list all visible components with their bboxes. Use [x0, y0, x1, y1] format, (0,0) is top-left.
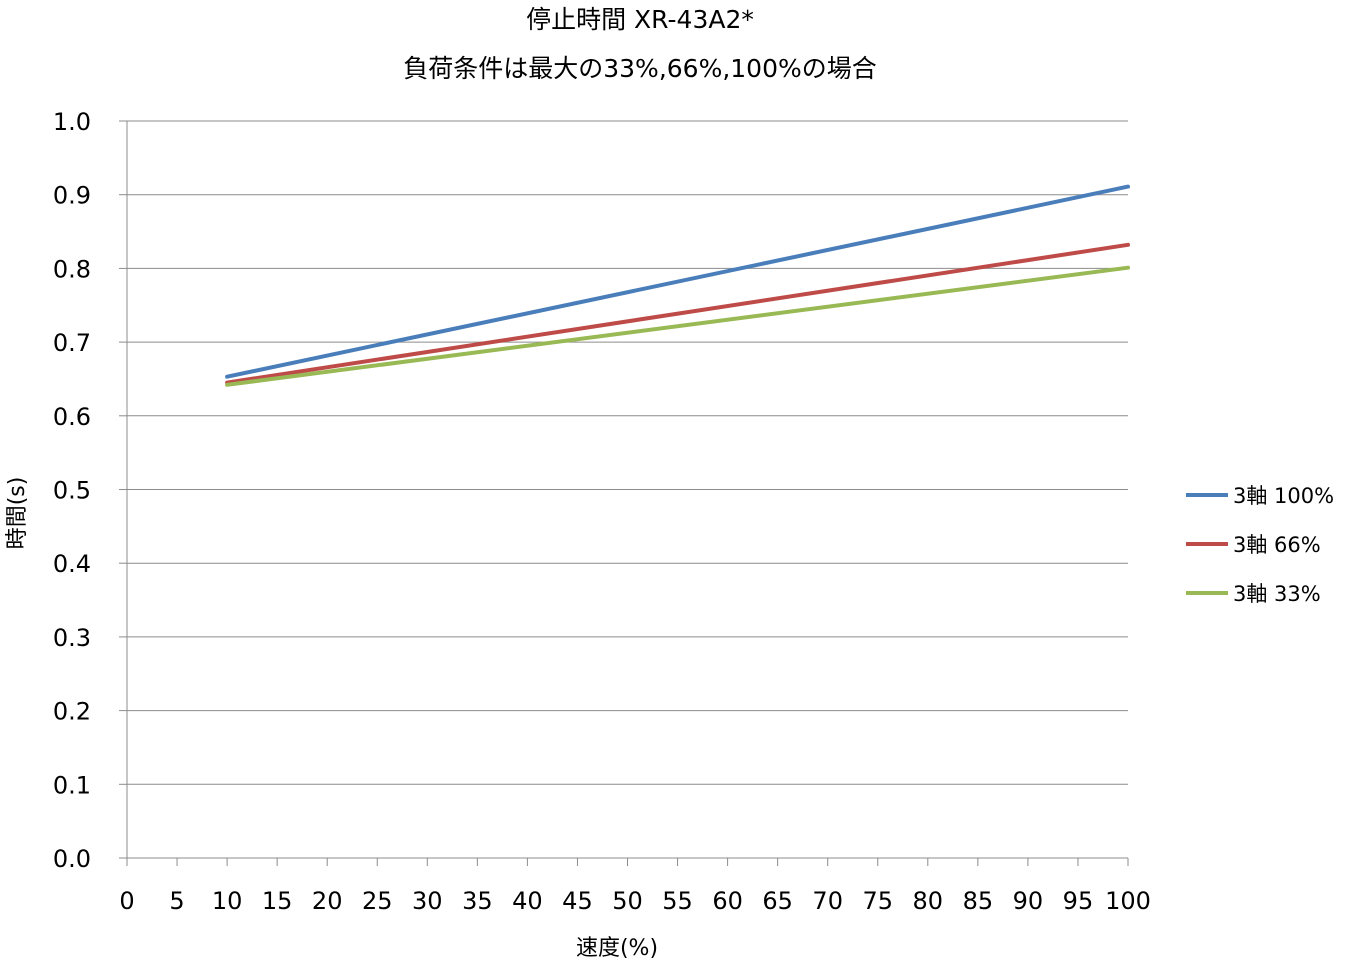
x-tick-label-17: 85 [963, 887, 994, 915]
y-tick-label-10: 1.0 [53, 108, 91, 136]
x-tick-label-4: 20 [312, 887, 343, 915]
x-tick-label-8: 40 [512, 887, 543, 915]
x-tick-label-2: 10 [212, 887, 243, 915]
x-tick-label-10: 50 [612, 887, 643, 915]
x-tick-label-6: 30 [412, 887, 443, 915]
x-tick-label-5: 25 [362, 887, 393, 915]
gridlines [127, 120, 1128, 785]
x-tick-labels: 0 5 10 15 20 25 30 35 40 45 50 55 60 65 70 75 80 85 90 95 10… [119, 887, 1151, 915]
y-tick-label-5: 0.5 [53, 477, 91, 505]
x-tick-label-16: 80 [913, 887, 944, 915]
series-line-1 [225, 242, 1130, 385]
x-tick-label-13: 65 [762, 887, 793, 915]
chart-subtitle: 負荷条件は最大の33%,66%,100%の場合 [403, 54, 877, 83]
x-tick-label-12: 60 [712, 887, 743, 915]
y-axis-label: 時間(s) [5, 477, 30, 550]
y-tick-labels: 0.0 0.1 0.2 0.3 0.4 0.5 0.6 0.7 0.8 0.9 1.0 [53, 108, 91, 873]
x-tick-label-18: 90 [1013, 887, 1044, 915]
x-tick-label-14: 70 [812, 887, 843, 915]
y-tick-label-9: 0.9 [53, 182, 91, 210]
x-tick-label-1: 5 [169, 887, 184, 915]
x-tick-label-9: 45 [562, 887, 593, 915]
y-tick-label-4: 0.4 [53, 550, 91, 578]
legend-label-0: 3軸 100% [1233, 484, 1334, 508]
x-tick-label-20: 100 [1105, 887, 1151, 915]
y-tick-label-6: 0.6 [53, 403, 91, 431]
series-line-2 [225, 265, 1130, 387]
x-tick-label-7: 35 [462, 887, 493, 915]
x-tick-label-3: 15 [262, 887, 293, 915]
axes [119, 120, 1129, 866]
x-tick-label-11: 55 [662, 887, 693, 915]
y-tick-label-7: 0.7 [53, 329, 91, 357]
x-tick-label-15: 75 [862, 887, 893, 915]
y-tick-label-2: 0.2 [53, 698, 91, 726]
legend-label-2: 3軸 33% [1233, 582, 1321, 606]
series-lines [225, 184, 1130, 387]
chart-title: 停止時間 XR-43A2* [526, 5, 754, 34]
x-axis-label: 速度(%) [576, 936, 658, 961]
x-tick-label-19: 95 [1063, 887, 1094, 915]
y-tick-label-8: 0.8 [53, 255, 91, 283]
x-tick-label-0: 0 [119, 887, 134, 915]
y-tick-label-0: 0.0 [53, 845, 91, 873]
legend-label-1: 3軸 66% [1233, 533, 1321, 557]
series-line-0 [225, 184, 1130, 379]
y-tick-label-3: 0.3 [53, 624, 91, 652]
legend: 3軸 100% 3軸 66% 3軸 33% [1186, 484, 1334, 606]
y-tick-label-1: 0.1 [53, 771, 91, 799]
